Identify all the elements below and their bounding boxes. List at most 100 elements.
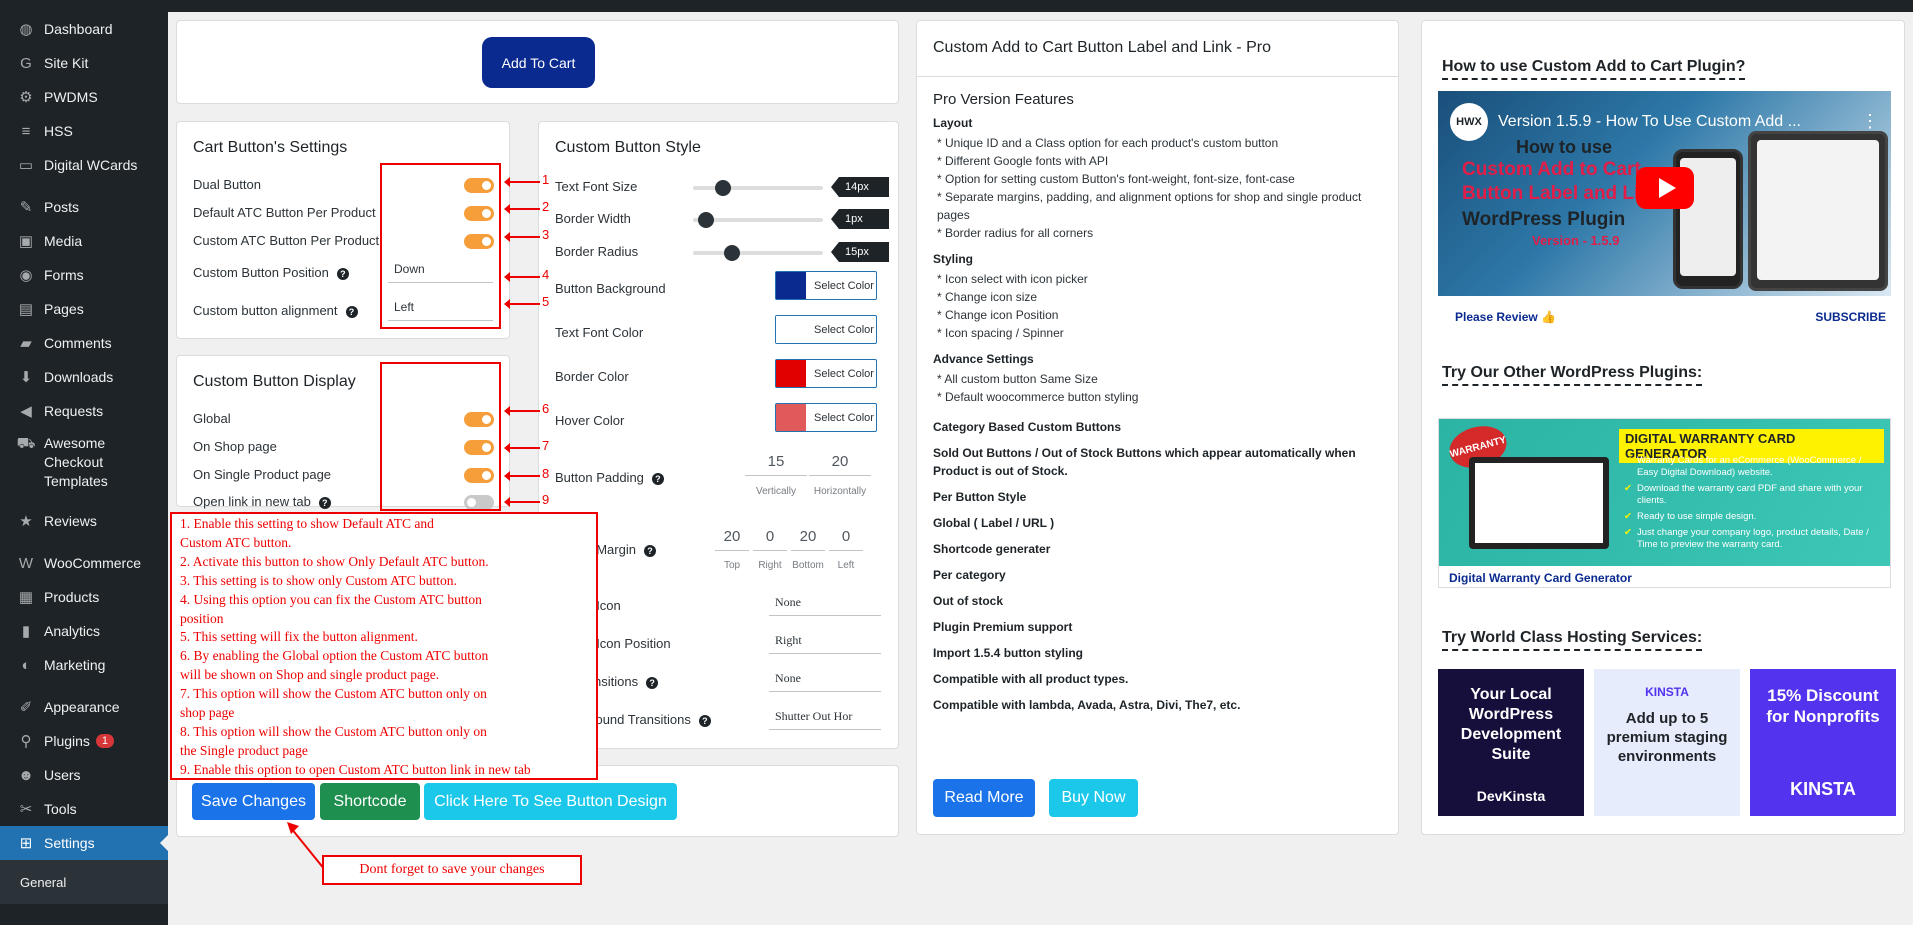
- shortcode-button[interactable]: Shortcode: [320, 783, 420, 820]
- subscribe-link[interactable]: SUBSCRIBE: [1815, 310, 1886, 324]
- warranty-banner[interactable]: WARRANTY DIGITAL WARRANTY CARD GENERATOR…: [1438, 418, 1891, 588]
- style-select[interactable]: Right: [769, 628, 881, 654]
- kinsta-nonprofit-ad[interactable]: 15% Discount for Nonprofits KINSTA: [1750, 669, 1896, 816]
- cart-setting-toggle[interactable]: [464, 234, 494, 249]
- margin-bottom-input[interactable]: 20: [791, 525, 825, 551]
- sidebar-item-media[interactable]: ▣ Media: [0, 224, 168, 258]
- cart-setting-label: Dual Button: [193, 177, 261, 192]
- select-color-button[interactable]: Select Color: [775, 359, 877, 388]
- help-icon[interactable]: ?: [651, 472, 664, 485]
- slider-handle[interactable]: [698, 212, 714, 228]
- devkinsta-ad[interactable]: Your Local WordPress Development Suite D…: [1438, 669, 1584, 816]
- display-setting-toggle[interactable]: [464, 495, 494, 510]
- slider-handle[interactable]: [724, 245, 740, 261]
- kinsta-nonprofit-brand: KINSTA: [1790, 779, 1856, 799]
- banner-link[interactable]: Digital Warranty Card Generator: [1449, 571, 1632, 585]
- youtube-play-icon[interactable]: [1636, 167, 1694, 209]
- display-setting-toggle[interactable]: [464, 440, 494, 455]
- sidebar-item-digital-wcards[interactable]: ▭ Digital WCards: [0, 148, 168, 182]
- select-color-button[interactable]: Select Color: [775, 315, 877, 344]
- sidebar-item-posts[interactable]: ✎ Posts: [0, 190, 168, 224]
- pro-title-divider: [917, 76, 1398, 77]
- pro-feature-item: * Default woocommerce button styling: [937, 390, 1139, 404]
- help-icon[interactable]: ?: [646, 676, 659, 689]
- sidebar-item-appearance[interactable]: ✐ Appearance: [0, 690, 168, 724]
- please-review-link[interactable]: Please Review 👍: [1455, 310, 1557, 324]
- video-menu-icon[interactable]: ⋮: [1861, 111, 1879, 131]
- style-select[interactable]: Shutter Out Hor: [769, 704, 881, 730]
- help-icon[interactable]: ?: [643, 544, 656, 557]
- sidebar-submenu-general[interactable]: General: [0, 860, 168, 904]
- sidebar-item-products[interactable]: ▦ Products: [0, 580, 168, 614]
- pin-icon: ✎: [19, 199, 33, 216]
- select-color-label: Select Color: [814, 411, 874, 424]
- gear-icon: ⚙: [19, 89, 33, 106]
- select-color-button[interactable]: Select Color: [775, 403, 877, 432]
- margin-right-input[interactable]: 0: [753, 525, 787, 551]
- sidebar-item-hss[interactable]: ≡ HSS: [0, 114, 168, 148]
- margin-top-input[interactable]: 20: [715, 525, 749, 551]
- style-slider[interactable]: [693, 212, 823, 228]
- cart-setting-select[interactable]: Down: [388, 257, 493, 283]
- help-icon[interactable]: ?: [698, 714, 711, 727]
- plugins-update-badge: 1: [95, 734, 115, 748]
- cart-setting-toggle[interactable]: [464, 178, 494, 193]
- sidebar-item-settings[interactable]: ⊞ Settings: [0, 826, 168, 860]
- read-more-button[interactable]: Read More: [933, 779, 1035, 817]
- sidebar-item-tools[interactable]: ✂ Tools: [0, 792, 168, 826]
- sidebar-item-label: Tools: [44, 801, 77, 817]
- sidebar-item-label: Forms: [44, 267, 84, 283]
- style-select[interactable]: None: [769, 666, 881, 692]
- display-setting-row: On Shop page: [193, 439, 277, 454]
- sidebar-item-marketing[interactable]: ◐ Marketing: [0, 648, 168, 682]
- custom-button-style-card: Custom Button Style Text Font Size 14px Bo…: [538, 121, 899, 749]
- pro-section-title: Styling: [933, 252, 974, 266]
- note-line: 3. This setting is to show only Custom A…: [180, 572, 457, 588]
- sidebar-item-pwdms[interactable]: ⚙ PWDMS: [0, 80, 168, 114]
- select-color-button[interactable]: Select Color: [775, 271, 877, 300]
- sidebar-item-woocommerce[interactable]: W WooCommerce: [0, 546, 168, 580]
- help-icon[interactable]: ?: [318, 496, 331, 509]
- reminder-text: Dont forget to save your changes: [359, 862, 545, 877]
- sidebar-item-reviews[interactable]: ★ Reviews: [0, 504, 168, 538]
- sidebar-item-comments[interactable]: ▰ Comments: [0, 326, 168, 360]
- note-line: 5. This setting will fix the button alig…: [180, 629, 418, 645]
- display-setting-toggle[interactable]: [464, 468, 494, 483]
- sidebar-item-analytics[interactable]: ▮ Analytics: [0, 614, 168, 648]
- style-slider[interactable]: [693, 245, 823, 261]
- sidebar-item-dashboard[interactable]: ◍ Dashboard: [0, 12, 168, 46]
- cart-setting-select[interactable]: Left: [388, 295, 493, 321]
- video-embed[interactable]: HWX Version 1.5.9 - How To Use Custom Ad…: [1438, 91, 1891, 296]
- save-changes-button[interactable]: Save Changes: [192, 783, 315, 820]
- color-swatch: [776, 316, 806, 343]
- sidebar-item-forms[interactable]: ◉ Forms: [0, 258, 168, 292]
- kinsta-staging-ad[interactable]: KINSTA Add up to 5 premium staging envir…: [1594, 669, 1740, 816]
- sidebar-item-site-kit[interactable]: G Site Kit: [0, 46, 168, 80]
- padding-horizontal-input[interactable]: 20: [809, 450, 871, 476]
- sidebar-item-users[interactable]: ☻ Users: [0, 758, 168, 792]
- pro-feature-item: pages: [937, 208, 970, 222]
- pro-extra-feature: Per Button Style: [933, 490, 1027, 504]
- sidebar-item-pages[interactable]: ▤ Pages: [0, 292, 168, 326]
- style-select[interactable]: None: [769, 590, 881, 616]
- help-icon[interactable]: ?: [336, 267, 349, 280]
- cart-setting-toggle[interactable]: [464, 206, 494, 221]
- margin-left-input[interactable]: 0: [829, 525, 863, 551]
- annotation-arrow: [504, 406, 540, 416]
- sidebar-item-downloads[interactable]: ⬇ Downloads: [0, 360, 168, 394]
- pro-feature-item: * Icon select with icon picker: [937, 272, 1088, 286]
- see-button-design-button[interactable]: Click Here To See Button Design: [424, 783, 677, 820]
- help-icon[interactable]: ?: [345, 305, 358, 318]
- slider-handle[interactable]: [714, 180, 731, 196]
- padding-vertical-input[interactable]: 15: [745, 450, 807, 476]
- buy-now-button[interactable]: Buy Now: [1049, 779, 1138, 817]
- add-to-cart-preview-button[interactable]: Add To Cart: [482, 37, 595, 88]
- pro-extra-feature: Compatible with all product types.: [933, 672, 1129, 686]
- display-setting-toggle[interactable]: [464, 412, 494, 427]
- style-slider[interactable]: [693, 180, 823, 196]
- annotation-number: 9: [542, 492, 550, 507]
- sidebar-item-requests[interactable]: ◀ Requests: [0, 394, 168, 428]
- pro-feature-item: * Separate margins, padding, and alignme…: [937, 190, 1362, 204]
- sidebar-item-plugins[interactable]: ⚲ Plugins 1: [0, 724, 168, 758]
- sidebar-item-awesome-checkout-templates[interactable]: ⛟ Awesome Checkout Templates: [0, 428, 168, 504]
